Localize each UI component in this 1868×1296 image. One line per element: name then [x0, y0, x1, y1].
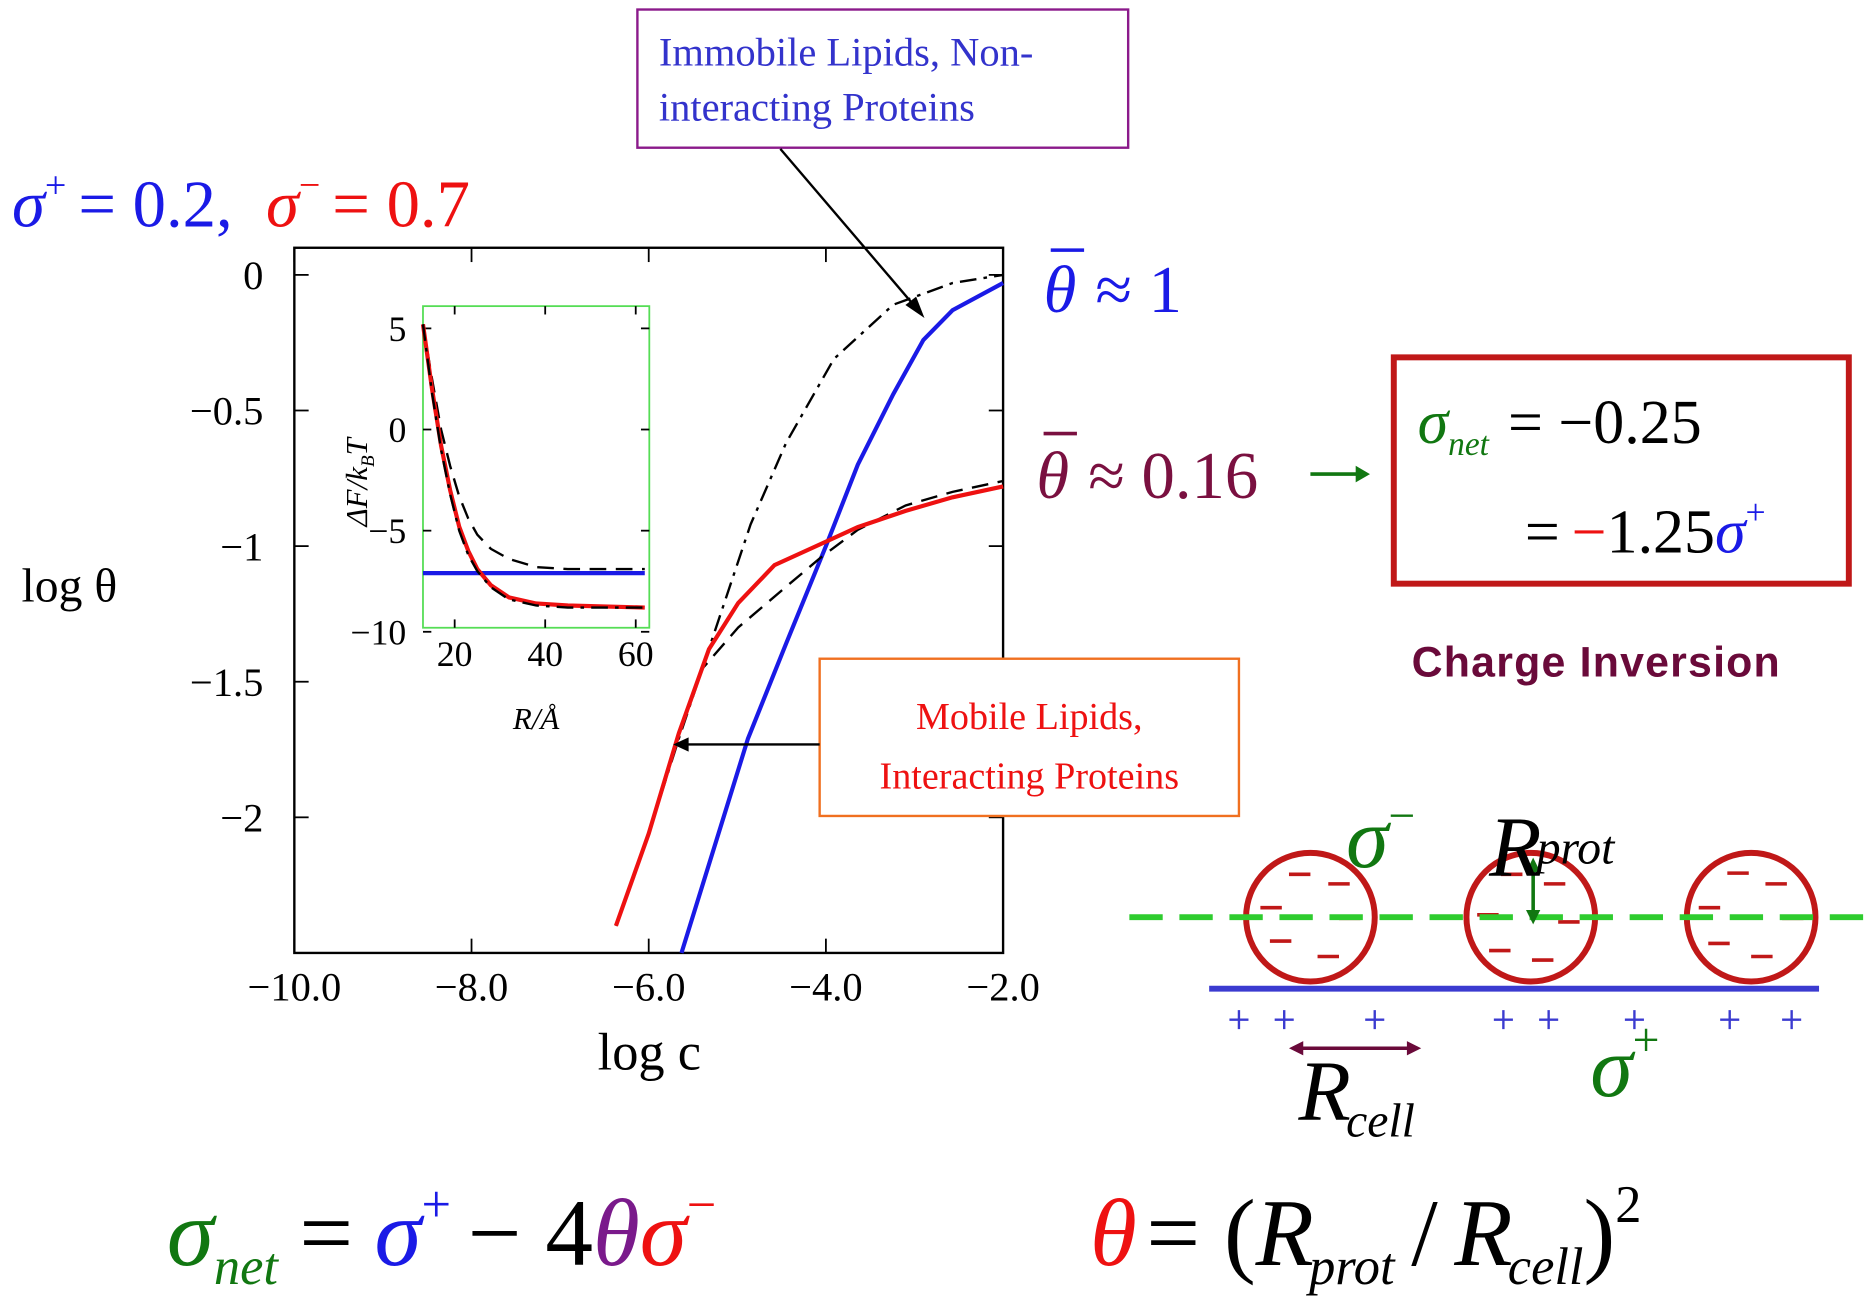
- sup: +: [1746, 492, 1766, 532]
- annotation: Interacting Proteins: [880, 756, 1180, 798]
- arrow-head: [1407, 1041, 1421, 1055]
- plus-signs: [1229, 1010, 1801, 1029]
- charges-plus: [1229, 1010, 1801, 1029]
- symbol: σ: [640, 1180, 691, 1286]
- x-tick-label: −10.0: [247, 965, 341, 1010]
- annotation: Immobile Lipids, Non-: [659, 30, 1034, 75]
- rest: = 0.2,: [78, 168, 232, 241]
- sup: 2: [1615, 1176, 1641, 1234]
- annotation: interacting Proteins: [659, 84, 975, 129]
- x-tick-label: −4.0: [789, 965, 862, 1010]
- sub: B: [358, 455, 379, 467]
- symbol: σ: [1418, 389, 1451, 457]
- x-tick-label: 60: [618, 634, 654, 674]
- params: σ+= 0.2, σ−= 0.7: [12, 165, 470, 242]
- label: T: [339, 435, 374, 455]
- x-tick-label: 40: [527, 634, 563, 674]
- y-tick-label: −0.5: [190, 389, 263, 434]
- symbol: σ: [167, 1180, 218, 1286]
- sup: −: [687, 1176, 717, 1234]
- sub: cell: [1346, 1095, 1415, 1147]
- symbol: σ: [375, 1180, 426, 1286]
- theta: θ: [1090, 1180, 1137, 1286]
- rest: = 0.7: [332, 168, 470, 241]
- number: 1.25: [1607, 499, 1715, 567]
- sub: prot: [1534, 823, 1616, 875]
- rest: ≈ 0.16: [1088, 440, 1258, 513]
- x-tick-label: −2.0: [966, 965, 1039, 1010]
- label: ΔF/k: [339, 466, 374, 529]
- symbol: σ: [1590, 1020, 1636, 1115]
- sup: +: [1633, 1014, 1660, 1066]
- sup: −: [299, 165, 321, 207]
- x-tick-label: 20: [437, 634, 473, 674]
- coverage-low: θ ≈ 0.16: [1036, 440, 1258, 513]
- inset-x-axis-label: R/Å: [512, 701, 561, 736]
- rest: ≈ 1: [1095, 254, 1182, 327]
- paren: ): [1583, 1180, 1615, 1286]
- symbol: R: [1255, 1180, 1314, 1286]
- minus: −: [1572, 499, 1607, 567]
- term: − 4: [468, 1180, 593, 1286]
- value: = −0.25: [1508, 389, 1702, 457]
- eq: = (: [1146, 1180, 1255, 1286]
- x-tick-label: −6.0: [612, 965, 685, 1010]
- symbol: θ: [1036, 440, 1069, 513]
- theta: θ: [593, 1180, 640, 1286]
- formula-net: σnet=σ+− 4θσ−: [167, 1176, 716, 1296]
- sup: +: [422, 1176, 452, 1234]
- symbol: σ: [266, 168, 301, 241]
- sup: +: [45, 165, 67, 207]
- eq: =: [299, 1180, 353, 1286]
- symbol: σ: [1346, 791, 1392, 886]
- r-cell: Rcell: [1298, 1044, 1415, 1148]
- sub: net: [214, 1238, 279, 1296]
- y-tick-label: −2: [220, 796, 263, 841]
- y-tick-label: −1.5: [190, 660, 263, 705]
- r-prot: Rprot: [1488, 800, 1616, 895]
- arrow-head: [1356, 466, 1370, 483]
- eq: =: [1525, 499, 1560, 567]
- coverage-full: θ≈ 1: [1044, 254, 1182, 327]
- symbol: R: [1488, 800, 1541, 895]
- symbol: σ: [12, 168, 47, 241]
- sub: cell: [1508, 1238, 1584, 1296]
- y-tick-label: −1: [220, 524, 263, 569]
- sub: net: [1448, 426, 1489, 463]
- plot-frame: [423, 306, 649, 628]
- symbol: θ: [1044, 254, 1077, 327]
- symbol: R: [1298, 1044, 1351, 1139]
- y-tick-label: 5: [388, 309, 406, 349]
- sigma-plus: σ+: [1590, 1014, 1659, 1115]
- y-tick-label: 0: [388, 410, 406, 450]
- formula-theta: θ= (Rprot/Rcell)2: [1090, 1176, 1641, 1296]
- sub: prot: [1305, 1238, 1396, 1296]
- x-axis-label: log c: [598, 1024, 701, 1082]
- y-tick-label: −10: [350, 612, 406, 652]
- charge-inversion: Charge Inversion: [1412, 639, 1781, 687]
- sigma-minus: σ−: [1346, 790, 1415, 886]
- symbol: R: [1453, 1180, 1512, 1286]
- membrane-diagram: σ− Rprot Rcell σ+: [1129, 790, 1868, 1147]
- symbol: σ: [1715, 499, 1748, 567]
- y-axis-label: log θ: [22, 561, 118, 613]
- inset-y-axis-label: ΔF/kBT: [339, 435, 379, 528]
- sup: −: [1388, 790, 1415, 842]
- x-tick-label: −8.0: [435, 965, 508, 1010]
- annotation: Mobile Lipids,: [916, 696, 1143, 738]
- page: σ+= 0.2, σ−= 0.7 θ≈ 1 θ≈ 0.16 σnet= −0.2…: [0, 0, 1868, 1296]
- slash: /: [1411, 1180, 1438, 1286]
- y-tick-label: 0: [243, 253, 263, 298]
- slide: σ+= 0.2, σ−= 0.7 θ≈ 1 θ≈ 0.16 σnet= −0.2…: [0, 0, 1868, 1296]
